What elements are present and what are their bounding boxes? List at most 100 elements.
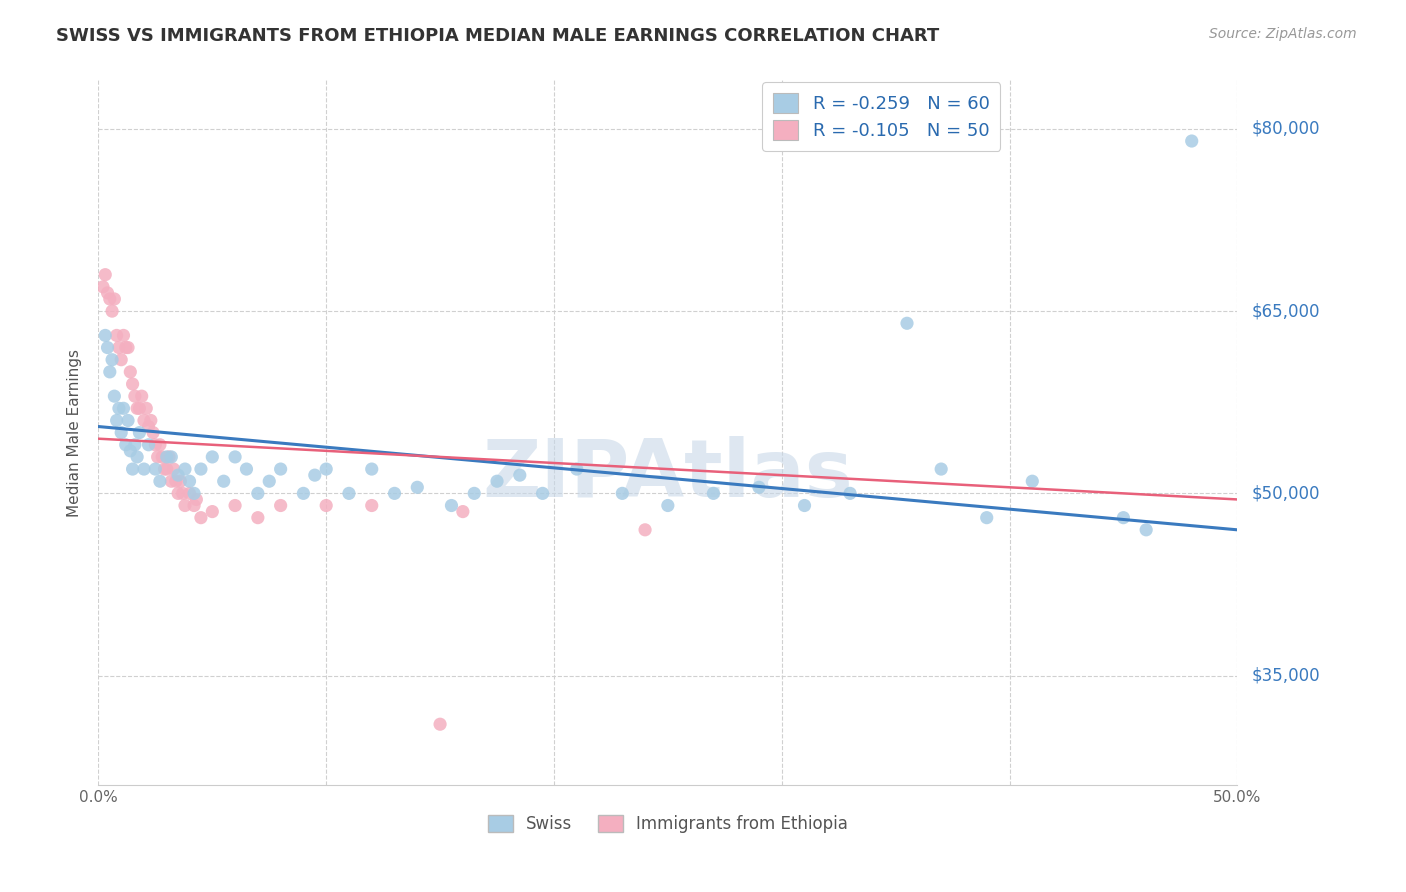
Point [179,474,201,488]
Point [120,443,142,458]
Point [190,510,212,524]
Point [131,389,153,403]
Point [748,480,770,494]
Point [138,419,160,434]
Point [304,468,326,483]
Point [246,510,269,524]
Point [929,462,952,476]
Point [657,499,679,513]
Point [270,462,292,476]
Text: Source: ZipAtlas.com: Source: ZipAtlas.com [1209,27,1357,41]
Point [384,486,406,500]
Point [360,499,382,513]
Text: $35,000: $35,000 [1251,666,1320,685]
Point [149,438,172,452]
Point [117,413,139,427]
Point [110,352,132,367]
Point [127,450,149,464]
Point [839,486,862,500]
Point [124,389,146,403]
Point [145,438,167,452]
Point [139,413,162,427]
Point [142,425,165,440]
Point [509,468,531,483]
Point [149,474,172,488]
Point [183,499,205,513]
Text: SWISS VS IMMIGRANTS FROM ETHIOPIA MEDIAN MALE EARNINGS CORRELATION CHART: SWISS VS IMMIGRANTS FROM ETHIOPIA MEDIAN… [56,27,939,45]
Point [157,450,180,464]
Point [201,450,224,464]
Point [153,462,176,476]
Point [270,499,292,513]
Point [114,341,136,355]
Point [896,316,918,330]
Point [120,365,142,379]
Text: ZIPAtlas: ZIPAtlas [482,436,853,514]
Point [259,474,281,488]
Point [612,486,634,500]
Point [146,450,169,464]
Point [98,365,121,379]
Point [172,486,194,500]
Point [94,268,117,282]
Point [128,401,150,416]
Point [451,505,474,519]
Point [145,462,167,476]
Point [201,505,224,519]
Text: $65,000: $65,000 [1251,302,1320,320]
Point [212,474,235,488]
Text: $50,000: $50,000 [1251,484,1320,502]
Point [224,450,246,464]
Y-axis label: Median Male Earnings: Median Male Earnings [67,349,83,516]
Point [96,285,118,300]
Point [174,462,197,476]
Point [121,377,143,392]
Point [174,499,197,513]
Point [138,438,160,452]
Point [103,389,125,403]
Point [112,328,135,343]
Point [162,462,184,476]
Point [160,450,183,464]
Point [315,499,337,513]
Point [224,499,246,513]
Point [976,510,998,524]
Point [101,352,124,367]
Point [793,499,815,513]
Point [167,486,190,500]
Point [110,425,132,440]
Point [531,486,554,500]
Point [440,499,463,513]
Point [96,341,118,355]
Point [702,486,724,500]
Point [160,474,183,488]
Text: $80,000: $80,000 [1251,120,1320,138]
Point [186,492,208,507]
Point [117,341,139,355]
Point [114,438,136,452]
Point [246,486,269,500]
Point [124,438,146,452]
Point [132,413,155,427]
Point [1112,510,1135,524]
Point [94,328,117,343]
Point [360,462,382,476]
Legend: Swiss, Immigrants from Ethiopia: Swiss, Immigrants from Ethiopia [481,808,855,840]
Point [167,468,190,483]
Point [108,401,131,416]
Point [127,401,149,416]
Point [1181,134,1204,148]
Point [165,474,187,488]
Point [337,486,360,500]
Point [91,280,114,294]
Point [1021,474,1043,488]
Point [103,292,125,306]
Point [183,486,205,500]
Point [315,462,337,476]
Point [98,292,121,306]
Point [463,486,485,500]
Point [108,341,131,355]
Point [190,462,212,476]
Point [169,474,191,488]
Point [150,450,173,464]
